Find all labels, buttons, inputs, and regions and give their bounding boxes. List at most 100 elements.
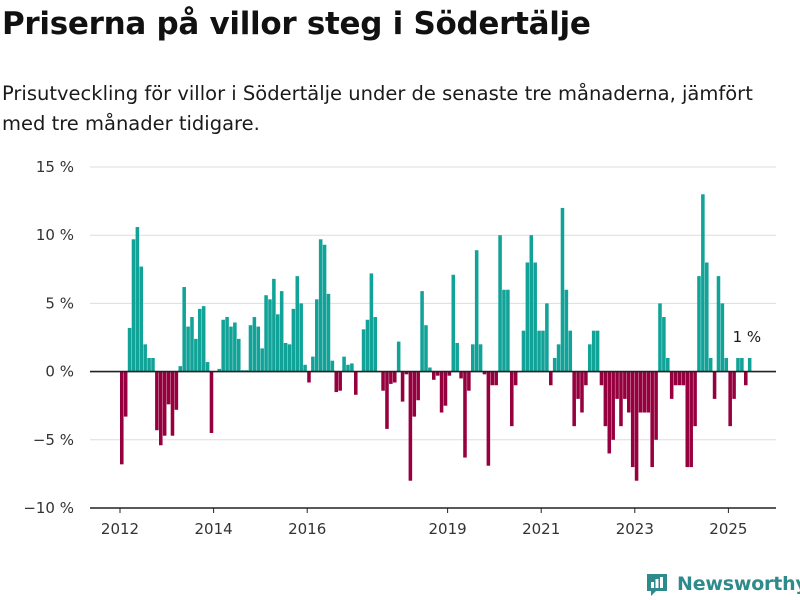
bar	[135, 227, 140, 372]
bar	[307, 371, 311, 383]
bar	[159, 371, 163, 446]
bar	[572, 371, 576, 427]
bar	[182, 287, 186, 372]
x-tick-label: 2023	[616, 520, 654, 538]
bar	[607, 371, 612, 454]
bar	[346, 364, 350, 372]
bar	[474, 250, 479, 372]
bar	[560, 207, 565, 372]
bar	[654, 371, 658, 440]
bar	[225, 317, 229, 372]
bar	[490, 371, 495, 386]
x-tick-label: 2016	[288, 520, 326, 538]
bar	[334, 371, 339, 393]
bar	[342, 356, 346, 372]
bar	[205, 362, 210, 372]
bar	[673, 371, 678, 386]
bar	[287, 344, 292, 372]
bar	[131, 239, 136, 372]
bar	[724, 357, 729, 372]
bar	[510, 371, 514, 427]
bar	[619, 371, 623, 427]
bar	[564, 289, 569, 372]
bar	[416, 371, 420, 401]
bars	[120, 194, 752, 481]
bar	[404, 371, 409, 375]
bar	[389, 371, 393, 384]
bar	[521, 330, 526, 372]
bar	[716, 276, 721, 372]
last-value-annotation: 1 %	[733, 328, 762, 346]
bar	[272, 278, 276, 372]
bar	[568, 330, 573, 372]
bar	[728, 371, 732, 427]
bar	[712, 371, 717, 399]
bar	[650, 371, 654, 468]
bar	[634, 371, 639, 481]
y-tick-label: 0 %	[45, 363, 74, 381]
bar	[209, 371, 214, 433]
brand-name: Newsworthy	[677, 573, 800, 595]
bar	[642, 371, 647, 413]
bar	[338, 371, 342, 391]
bar	[350, 363, 354, 372]
bar	[615, 371, 619, 399]
x-axis-tick-labels: 2012 2014 2016 2019 2021 2023 2025	[101, 520, 748, 538]
bar	[354, 371, 358, 395]
bar	[580, 371, 584, 413]
bar	[646, 371, 651, 413]
bar	[127, 327, 132, 372]
y-tick-label: −10 %	[23, 499, 74, 517]
bar	[545, 303, 549, 372]
bar	[482, 371, 487, 375]
bar	[291, 308, 296, 372]
bar	[143, 344, 147, 372]
bar	[428, 367, 432, 372]
y-tick-label: 10 %	[36, 226, 74, 244]
bar	[248, 325, 253, 372]
bar	[381, 371, 385, 391]
bar	[744, 371, 748, 386]
x-tick-label: 2021	[522, 520, 560, 538]
bar	[658, 303, 662, 372]
bar	[412, 371, 417, 417]
bar	[162, 371, 167, 436]
newsworthy-brand: Newsworthy	[644, 569, 800, 599]
bar	[166, 371, 171, 405]
bar	[677, 371, 682, 386]
bar	[611, 371, 615, 440]
bar	[432, 371, 436, 380]
bar	[471, 344, 475, 372]
bar	[747, 357, 752, 372]
bar	[147, 357, 151, 372]
x-tick-label: 2025	[709, 520, 747, 538]
bar	[478, 344, 483, 372]
bar	[361, 329, 366, 372]
bar	[190, 317, 194, 372]
bar	[174, 371, 179, 410]
bar	[697, 276, 701, 372]
bar	[186, 326, 190, 372]
bar	[264, 295, 268, 372]
x-tick-label: 2012	[101, 520, 139, 538]
bar	[279, 291, 284, 372]
bar-chart-logo-icon	[647, 574, 667, 596]
y-axis-tick-labels: 15 % 10 % 5 % 0 % −5 % −10 %	[23, 158, 74, 517]
bar	[502, 289, 506, 372]
bar	[720, 303, 725, 372]
bar	[365, 319, 370, 372]
bar	[486, 371, 491, 466]
bar	[155, 371, 159, 431]
bar	[705, 262, 709, 372]
bar	[276, 314, 280, 372]
bar	[708, 357, 713, 372]
bar	[151, 357, 155, 372]
bar	[443, 371, 448, 406]
bar	[498, 235, 502, 372]
bar	[584, 371, 588, 386]
bar	[221, 319, 225, 372]
bar	[439, 371, 444, 413]
bar	[326, 293, 331, 372]
bar	[170, 371, 175, 436]
